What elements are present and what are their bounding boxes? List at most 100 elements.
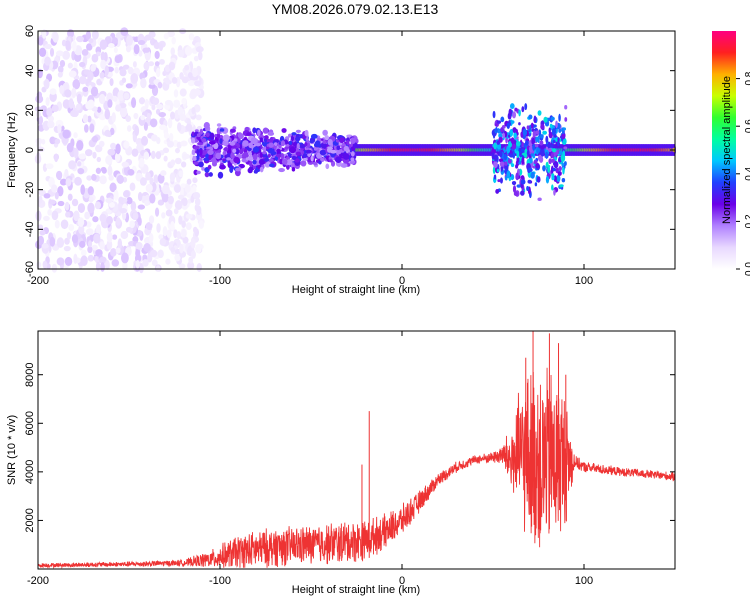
heatmap-cell xyxy=(219,138,223,145)
heatmap-cell xyxy=(121,161,129,168)
heatmap-cell xyxy=(192,226,198,234)
heatmap-cell xyxy=(57,124,62,134)
heatmap-cell xyxy=(223,147,229,152)
heatmap-cell xyxy=(335,156,342,163)
heatmap-cell xyxy=(72,40,77,52)
heatmap-cell xyxy=(555,120,558,129)
colorbar-tick-label: 0.6 xyxy=(744,119,750,133)
heatmap-cell xyxy=(117,238,123,250)
heatmap-cell xyxy=(252,146,260,153)
heatmap-cell xyxy=(493,154,498,162)
heatmap-cell xyxy=(155,151,162,160)
heatmap-cell xyxy=(510,137,515,144)
heatmap-cell xyxy=(235,148,240,155)
heatmap-cell xyxy=(503,153,508,161)
heatmap-cell xyxy=(494,123,498,127)
heatmap-cell xyxy=(148,233,154,243)
heatmap-cell xyxy=(92,151,97,159)
heatmap-cell xyxy=(558,165,562,172)
heatmap-cell xyxy=(127,66,134,75)
heatmap-cell xyxy=(563,161,567,166)
heatmap-cell xyxy=(94,201,101,210)
heatmap-cell xyxy=(286,159,293,166)
heatmap-cell xyxy=(181,98,187,105)
heatmap-cell xyxy=(523,152,528,159)
heatmap-cell xyxy=(138,157,145,168)
heatmap-cell xyxy=(185,123,193,132)
x-tick-label: -100 xyxy=(209,575,231,587)
heatmap-cell xyxy=(495,188,500,194)
heatmap-cell xyxy=(508,108,512,117)
heatmap-cell xyxy=(64,89,72,98)
y-tick-label: 8000 xyxy=(24,362,36,386)
heatmap-cell xyxy=(550,165,554,174)
heatmap-cell xyxy=(151,259,158,267)
heatmap-cell xyxy=(284,146,289,150)
x-tick-label: -100 xyxy=(209,275,231,287)
heatmap-cell xyxy=(44,56,51,66)
heatmap-cell xyxy=(233,156,240,164)
heatmap-cell xyxy=(148,61,155,67)
heatmap-cell xyxy=(54,191,59,200)
heatmap-cell xyxy=(310,155,314,162)
heatmap-cell xyxy=(161,192,169,203)
heatmap-cell xyxy=(137,204,146,210)
heatmap-cell xyxy=(149,177,154,186)
heatmap-cell xyxy=(302,152,307,159)
heatmap-cell xyxy=(510,173,515,181)
heatmap-cell xyxy=(159,124,167,131)
heatmap-cell xyxy=(267,153,271,158)
heatmap-cell xyxy=(493,174,497,180)
heatmap-cell xyxy=(156,103,164,110)
heatmap-cell xyxy=(320,157,325,162)
heatmap-cell xyxy=(99,213,107,223)
heatmap-cell xyxy=(506,170,511,179)
heatmap-cell xyxy=(258,158,265,165)
heatmap-cell xyxy=(85,228,94,236)
heatmap-cell xyxy=(509,154,515,158)
heatmap-cell xyxy=(99,113,107,121)
heatmap-cell xyxy=(107,99,113,108)
heatmap-cell xyxy=(506,122,510,129)
heatmap-cell xyxy=(510,120,515,124)
heatmap-cell xyxy=(145,183,153,193)
heatmap-cell xyxy=(208,140,216,145)
heatmap-cell xyxy=(137,40,146,46)
heatmap-cell xyxy=(158,43,164,51)
heatmap-cell xyxy=(295,136,301,142)
heatmap-cell xyxy=(533,115,537,124)
heatmap-cell xyxy=(531,137,535,145)
heatmap-cell xyxy=(181,220,186,229)
heatmap-cell xyxy=(235,167,242,172)
heatmap-cell xyxy=(319,149,327,156)
heatmap-cell xyxy=(57,71,63,78)
heatmap-cell xyxy=(495,126,498,133)
heatmap-cell xyxy=(190,250,196,259)
heatmap-cell xyxy=(250,137,258,145)
heatmap-cell xyxy=(51,184,58,193)
heatmap-cell xyxy=(518,109,521,117)
y-tick-label: 40 xyxy=(24,65,36,77)
colorbar-ticks: 0.0 0.2 0.4 0.6 0.8 xyxy=(736,71,750,276)
heatmap-cell xyxy=(100,262,105,272)
heatmap-cell xyxy=(178,215,183,225)
heatmap-cell xyxy=(191,149,196,156)
heatmap-cell xyxy=(138,50,143,57)
heatmap-cell xyxy=(553,161,559,169)
heatmap-cell xyxy=(533,159,538,165)
heatmap-cell xyxy=(59,59,66,68)
heatmap-cell xyxy=(299,143,306,149)
heatmap-cell xyxy=(498,158,504,163)
heatmap-cell xyxy=(561,127,564,132)
heatmap-cell xyxy=(540,149,545,157)
heatmap-cell xyxy=(528,114,533,120)
heatmap-cell xyxy=(499,150,503,158)
heatmap-cell xyxy=(497,179,501,183)
heatmap-cell xyxy=(216,123,222,127)
y-tick-label: -60 xyxy=(24,261,36,277)
heatmap-cell xyxy=(37,36,44,46)
heatmap-cell xyxy=(222,140,229,146)
heatmap-cell xyxy=(493,160,498,169)
heatmap-cell xyxy=(526,186,530,192)
heatmap-cell xyxy=(52,31,59,43)
